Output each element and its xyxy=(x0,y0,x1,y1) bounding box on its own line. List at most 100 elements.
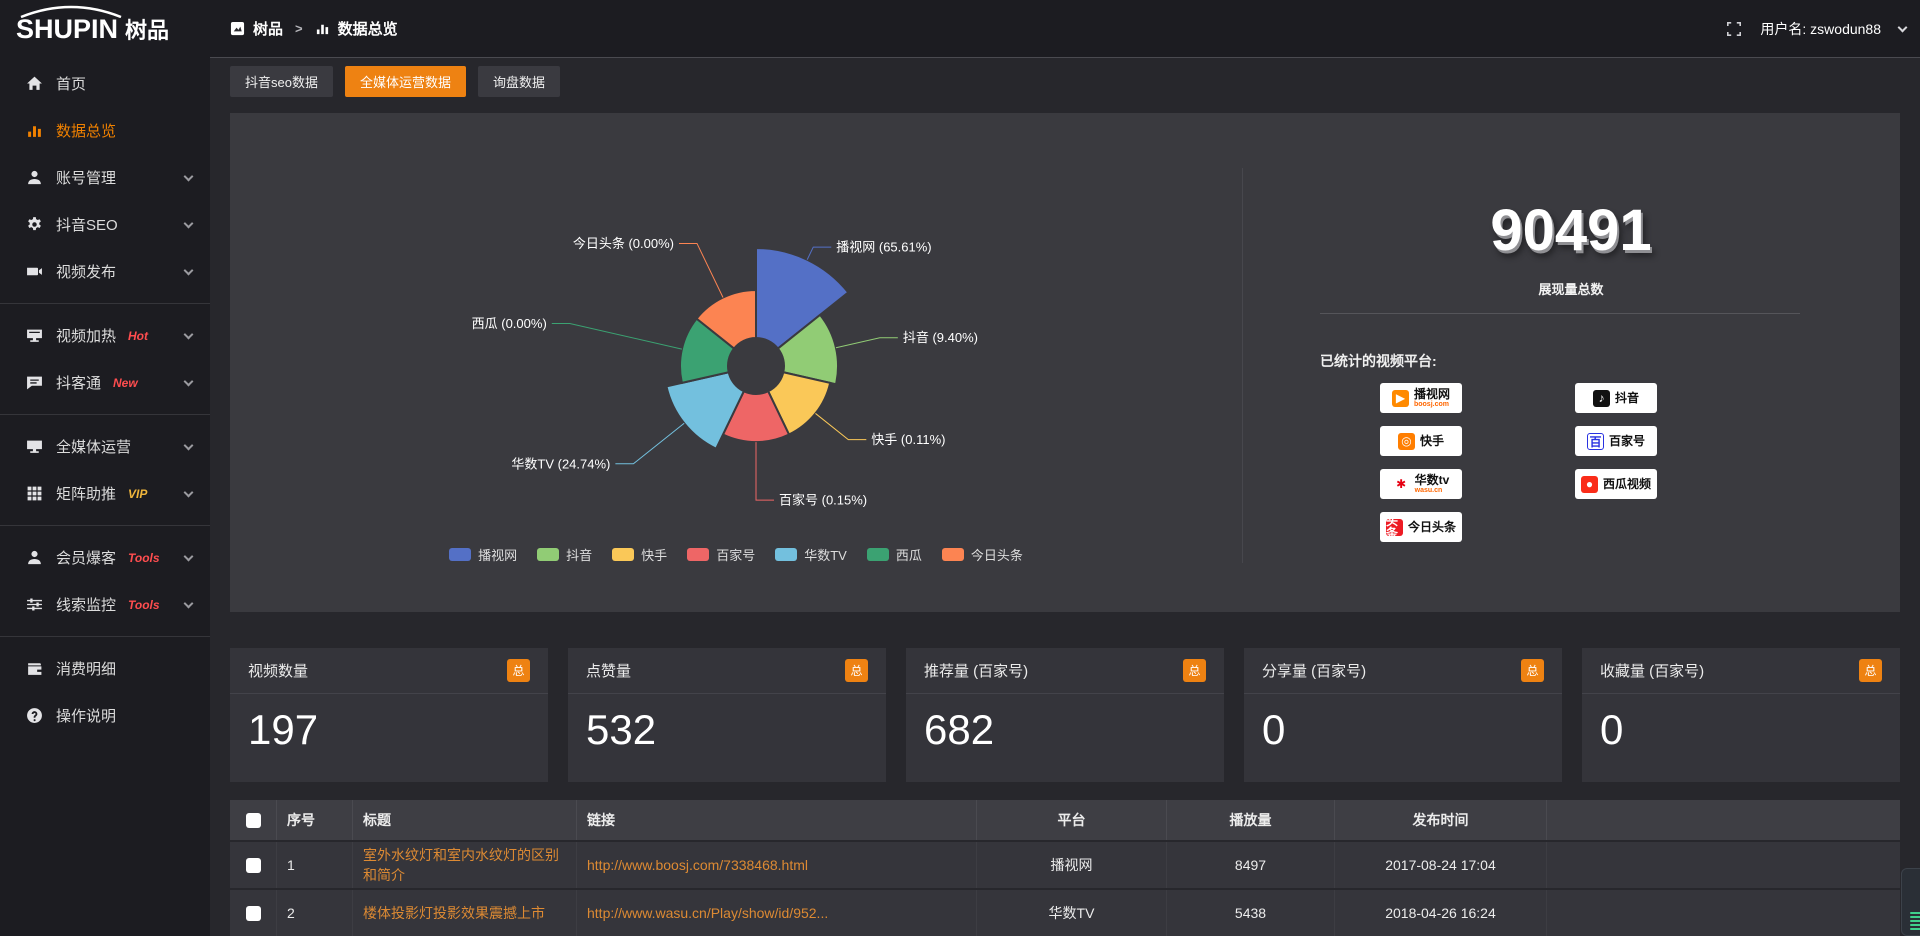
legend-label: 快手 xyxy=(641,548,668,563)
tab-3[interactable]: 询盘数据 xyxy=(477,66,560,97)
label-leader-line xyxy=(835,337,898,349)
float-indicator-widget[interactable] xyxy=(1901,868,1920,936)
legend-item-播视网[interactable]: 播视网 xyxy=(449,545,517,564)
platform-badge-text: 华数tv wasu.cn xyxy=(1414,473,1450,494)
total-badge[interactable]: 总 xyxy=(1183,659,1206,682)
douyin-logo-icon: ♪ xyxy=(1592,389,1610,407)
legend-label: 今日头条 xyxy=(970,548,1023,563)
cell-platform: 华数TV xyxy=(976,890,1166,936)
legend-item-快手[interactable]: 快手 xyxy=(612,545,667,564)
row-checkbox[interactable] xyxy=(245,905,261,921)
platform-badge-text: 播视网 boosj.com xyxy=(1413,387,1450,408)
chevron-down-icon xyxy=(183,218,194,228)
breadcrumb-root[interactable]: 树品 xyxy=(253,21,284,38)
sidebar-divider xyxy=(0,525,210,526)
platform-badge-text: 抖音 xyxy=(1614,390,1639,405)
cell-url-link[interactable]: http://www.wasu.cn/Play/show/id/952... xyxy=(576,890,976,936)
sidebar-item-label: 首页 xyxy=(56,76,87,93)
total-badge[interactable]: 总 xyxy=(1859,659,1882,682)
stat-card-title: 视频数量 xyxy=(248,663,309,680)
logo-text-cn: 树品 xyxy=(125,18,170,43)
toutiao-logo-icon: 头条 xyxy=(1385,515,1403,539)
sidebar-item-1[interactable]: 首页 xyxy=(0,60,210,107)
legend-swatch xyxy=(612,548,635,561)
app-logo: SHUPIN 树品 xyxy=(0,0,210,58)
sidebar-item-8[interactable]: 全媒体运营 xyxy=(0,423,210,470)
legend-label: 西瓜 xyxy=(895,548,922,563)
row-checkbox[interactable] xyxy=(245,857,261,873)
indicator-bar xyxy=(1910,920,1920,922)
sidebar-item-7[interactable]: 抖客通 New xyxy=(0,359,210,406)
total-badge[interactable]: 总 xyxy=(1521,659,1544,682)
stat-card-5: 收藏量 (百家号) 总 0 xyxy=(1582,648,1900,782)
chevron-down-icon xyxy=(183,171,194,181)
tab-1[interactable]: 抖音seo数据 xyxy=(230,66,333,97)
user-menu-chevron-icon[interactable] xyxy=(1897,22,1908,32)
username-label[interactable]: 用户名: zswodun88 xyxy=(1760,20,1881,37)
pie-slice-今日头条[interactable] xyxy=(695,288,757,350)
sidebar-item-6[interactable]: 视频加热 Hot xyxy=(0,312,210,359)
stat-card-value: 197 xyxy=(248,706,319,753)
sidebar-item-badge: VIP xyxy=(128,486,148,501)
cell-empty xyxy=(1546,842,1900,888)
platform-badge-douyin: ♪ 抖音 xyxy=(1575,383,1657,413)
legend-item-华数TV[interactable]: 华数TV xyxy=(775,545,847,564)
legend-item-西瓜[interactable]: 西瓜 xyxy=(866,545,922,564)
pie-slice-华数TV[interactable] xyxy=(665,371,746,451)
sidebar-item-11[interactable]: 线索监控 Tools xyxy=(0,581,210,628)
tab-2[interactable]: 全媒体运营数据 xyxy=(344,66,466,97)
sidebar-item-5[interactable]: 视频发布 xyxy=(0,248,210,295)
sidebar-item-label: 全媒体运营 xyxy=(56,439,132,456)
sidebar-item-3[interactable]: 账号管理 xyxy=(0,154,210,201)
fullscreen-icon[interactable] xyxy=(1726,21,1742,37)
sidebar-item-badge: Tools xyxy=(128,550,160,565)
chart-icon xyxy=(26,122,43,139)
pie-slice-播视网[interactable] xyxy=(755,246,850,350)
legend-swatch xyxy=(537,548,560,561)
cell-title-link[interactable]: 室外水纹灯和室内水纹灯的区别和简介 xyxy=(352,842,576,888)
chat-icon xyxy=(26,374,43,391)
cell-no: 2 xyxy=(276,890,352,936)
sidebar-item-label: 线索监控 xyxy=(56,597,117,614)
user-icon xyxy=(26,169,43,186)
cell-no: 1 xyxy=(276,842,352,888)
sidebar-item-9[interactable]: 矩阵助推 VIP xyxy=(0,470,210,517)
legend-item-今日头条[interactable]: 今日头条 xyxy=(941,545,1023,564)
indicator-bar xyxy=(1910,924,1920,926)
sidebar-item-4[interactable]: 抖音SEO xyxy=(0,201,210,248)
chevron-down-icon xyxy=(183,376,194,386)
select-all-checkbox[interactable] xyxy=(245,812,261,828)
legend-item-百家号[interactable]: 百家号 xyxy=(687,545,755,564)
platform-badge-text: 百家号 xyxy=(1608,433,1645,448)
sidebar-item-label: 抖客通 xyxy=(56,375,102,392)
sidebar-item-2[interactable]: 数据总览 xyxy=(0,107,210,154)
cell-title-link[interactable]: 楼体投影灯投影效果震撼上市 xyxy=(352,890,576,936)
stat-card-value: 532 xyxy=(586,706,657,753)
sidebar-item-badge: Hot xyxy=(128,328,149,343)
legend-swatch xyxy=(941,548,964,561)
stat-card-value: 682 xyxy=(924,706,995,753)
sidebar-item-13[interactable]: 操作说明 xyxy=(0,692,210,739)
indicator-bar xyxy=(1910,912,1920,914)
table-header-cell: 序号 xyxy=(276,800,352,840)
table-header-cell: 链接 xyxy=(576,800,976,840)
legend-item-抖音[interactable]: 抖音 xyxy=(537,545,592,564)
platform-badge-kuaishou: ◎ 快手 xyxy=(1380,426,1462,456)
sidebar-divider xyxy=(0,414,210,415)
stat-card-header: 收藏量 (百家号) 总 xyxy=(1582,648,1900,694)
cell-checkbox xyxy=(230,890,276,936)
breadcrumb-current[interactable]: 数据总览 xyxy=(337,21,398,38)
pie-label: 今日头条 (0.00%) xyxy=(573,236,674,251)
total-badge[interactable]: 总 xyxy=(507,659,530,682)
legend-swatch xyxy=(449,548,472,561)
label-leader-line xyxy=(806,246,832,260)
total-badge[interactable]: 总 xyxy=(845,659,868,682)
baijiahao-logo-icon: 百 xyxy=(1586,432,1604,450)
sidebar-item-badge: New xyxy=(113,375,138,390)
sidebar-item-10[interactable]: 会员爆客 Tools xyxy=(0,534,210,581)
pie-slice-抖音[interactable] xyxy=(776,313,839,386)
platform-badge-text: 快手 xyxy=(1419,433,1444,448)
cell-url-link[interactable]: http://www.boosj.com/7338468.html xyxy=(576,842,976,888)
platform-badge-column-2: ♪ 抖音百百家号 ● 西瓜视频 xyxy=(1575,383,1657,499)
sidebar-item-12[interactable]: 消费明细 xyxy=(0,645,210,692)
